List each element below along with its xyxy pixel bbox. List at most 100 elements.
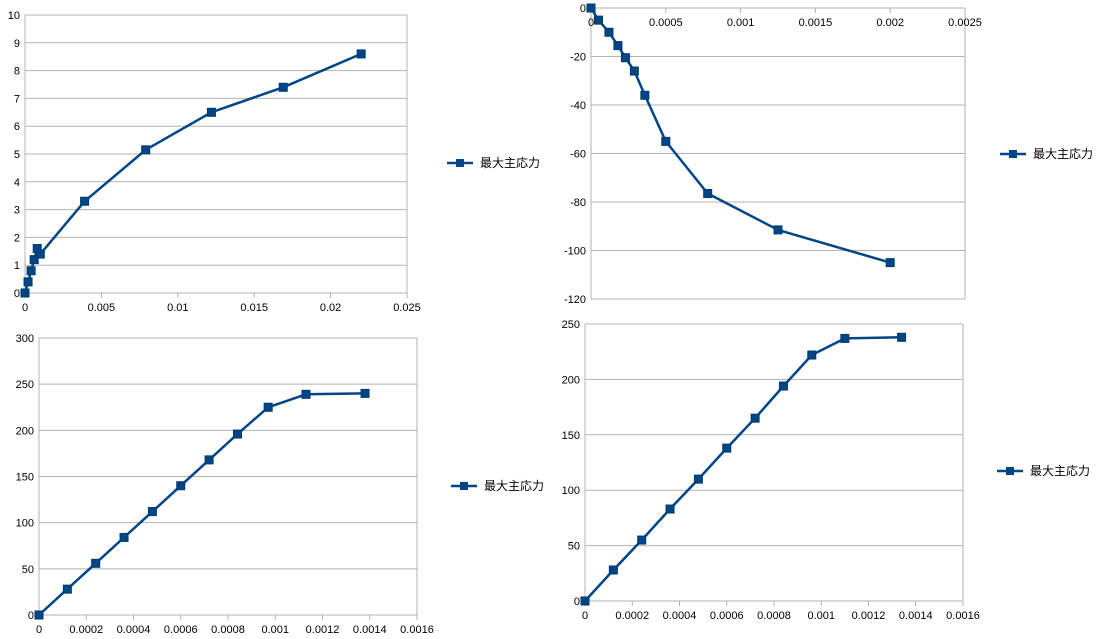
x-tick-label: 0.0012 [306, 624, 340, 636]
y-tick-label: 8 [14, 66, 20, 78]
x-tick-label: 0 [582, 610, 588, 622]
y-tick-label: 150 [562, 430, 580, 442]
x-tick-label: 0.001 [727, 17, 755, 29]
y-tick-label: -20 [570, 52, 586, 64]
y-tick-label: 50 [568, 541, 580, 553]
x-tick-label: 0.0015 [799, 17, 833, 29]
x-tick-label: 0.0006 [710, 610, 744, 622]
data-point [34, 610, 44, 620]
data-point [360, 388, 370, 398]
data-point [665, 504, 675, 514]
data-point [661, 136, 671, 146]
data-point [613, 41, 623, 51]
data-point [722, 443, 732, 453]
x-tick-label: 0.0025 [948, 17, 982, 29]
data-point [141, 145, 151, 155]
x-tick-label: 0 [36, 624, 42, 636]
x-tick-label: 0.0002 [615, 610, 649, 622]
y-tick-label: 100 [562, 485, 580, 497]
legend-marker [1006, 467, 1014, 475]
x-tick-label: 0.0014 [899, 610, 933, 622]
y-tick-label: 7 [14, 93, 20, 105]
chart-3: 0 50 100 150 200 250 300 0 0.0002 0.0004 0.0006 0.0… [16, 333, 544, 636]
data-point [629, 66, 639, 76]
x-tick-label: 0.015 [240, 302, 268, 314]
legend-marker [460, 482, 468, 490]
data-point [840, 333, 850, 343]
y-tick-label: -60 [570, 149, 586, 161]
data-point [29, 255, 39, 265]
data-point [119, 532, 129, 542]
data-point [586, 3, 596, 13]
x-tick-label: 0.0004 [663, 610, 697, 622]
data-point [593, 15, 603, 25]
y-tick-label: 9 [14, 38, 20, 50]
x-tick-label: 0.01 [167, 302, 188, 314]
x-tick-label: 0.0016 [400, 624, 434, 636]
x-tick-label: 0.02 [320, 302, 341, 314]
data-point [778, 381, 788, 391]
x-tick-label: 0 [588, 17, 594, 29]
x-tick-label: 0 [22, 302, 28, 314]
data-point [26, 266, 36, 276]
y-tick-label: 6 [14, 121, 20, 133]
legend-marker [456, 159, 464, 167]
legend-label: 最大主応力 [1030, 464, 1090, 478]
y-tick-label: 300 [16, 333, 34, 345]
x-tick-label: 0.0002 [69, 624, 103, 636]
data-point [35, 249, 45, 259]
y-tick-label: 1 [14, 260, 20, 272]
x-tick-label: 0.0006 [164, 624, 198, 636]
x-tick-label: 0.0004 [117, 624, 151, 636]
data-point [80, 196, 90, 206]
data-point [147, 507, 157, 517]
legend: 最大主応力 [447, 156, 540, 170]
data-point [897, 332, 907, 342]
y-tick-label: 4 [14, 177, 20, 189]
y-tick-label: 250 [562, 319, 580, 331]
x-tick-label: 0.0008 [757, 610, 791, 622]
y-tick-label: -100 [564, 246, 586, 258]
x-tick-label: 0.0005 [649, 17, 683, 29]
data-point [807, 350, 817, 360]
x-tick-label: 0.002 [876, 17, 904, 29]
data-point [750, 413, 760, 423]
y-tick-label: 150 [16, 472, 34, 484]
data-point [62, 584, 72, 594]
y-tick-label: 10 [8, 10, 20, 22]
y-tick-label: 2 [14, 232, 20, 244]
data-point [604, 27, 614, 37]
data-point [176, 481, 186, 491]
x-tick-label: 0.0014 [353, 624, 387, 636]
data-point [693, 474, 703, 484]
data-point [23, 277, 33, 287]
data-point [620, 53, 630, 63]
y-tick-label: 250 [16, 379, 34, 391]
series-line [38, 392, 366, 616]
y-tick-label: -40 [570, 100, 586, 112]
legend-marker [1009, 150, 1017, 158]
x-tick-label: 0.0008 [211, 624, 245, 636]
legend: 最大主応力 [451, 479, 544, 493]
data-point [204, 455, 214, 465]
data-point [232, 429, 242, 439]
y-tick-label: 100 [16, 518, 34, 530]
y-tick-label: 0 [580, 3, 586, 15]
x-tick-label: 0.025 [393, 302, 421, 314]
chart-1: 0 1 2 3 4 5 6 7 8 9 10 0 0.005 0.01 0.015 0.02 0.025 最大主応… [8, 10, 540, 314]
y-tick-label: 200 [16, 425, 34, 437]
data-point [703, 189, 713, 199]
data-point [580, 596, 590, 606]
x-tick-label: 0.0012 [852, 610, 886, 622]
x-tick-label: 0.0016 [946, 610, 980, 622]
data-point [206, 107, 216, 117]
series-line [23, 52, 362, 294]
y-tick-label: -80 [570, 197, 586, 209]
chart-2: 0 -20 -40 -60 -80 -100 -120 0 0.0005 0.001 0.0015 0… [564, 3, 1093, 306]
legend-label: 最大主応力 [1033, 147, 1093, 161]
y-tick-label: 0 [28, 610, 34, 622]
y-tick-label: 0 [574, 596, 580, 608]
chart-4: 0 50 100 150 200 250 0 0.0002 0.0004 0.0006 0.0008… [562, 319, 1090, 622]
data-point [356, 49, 366, 59]
